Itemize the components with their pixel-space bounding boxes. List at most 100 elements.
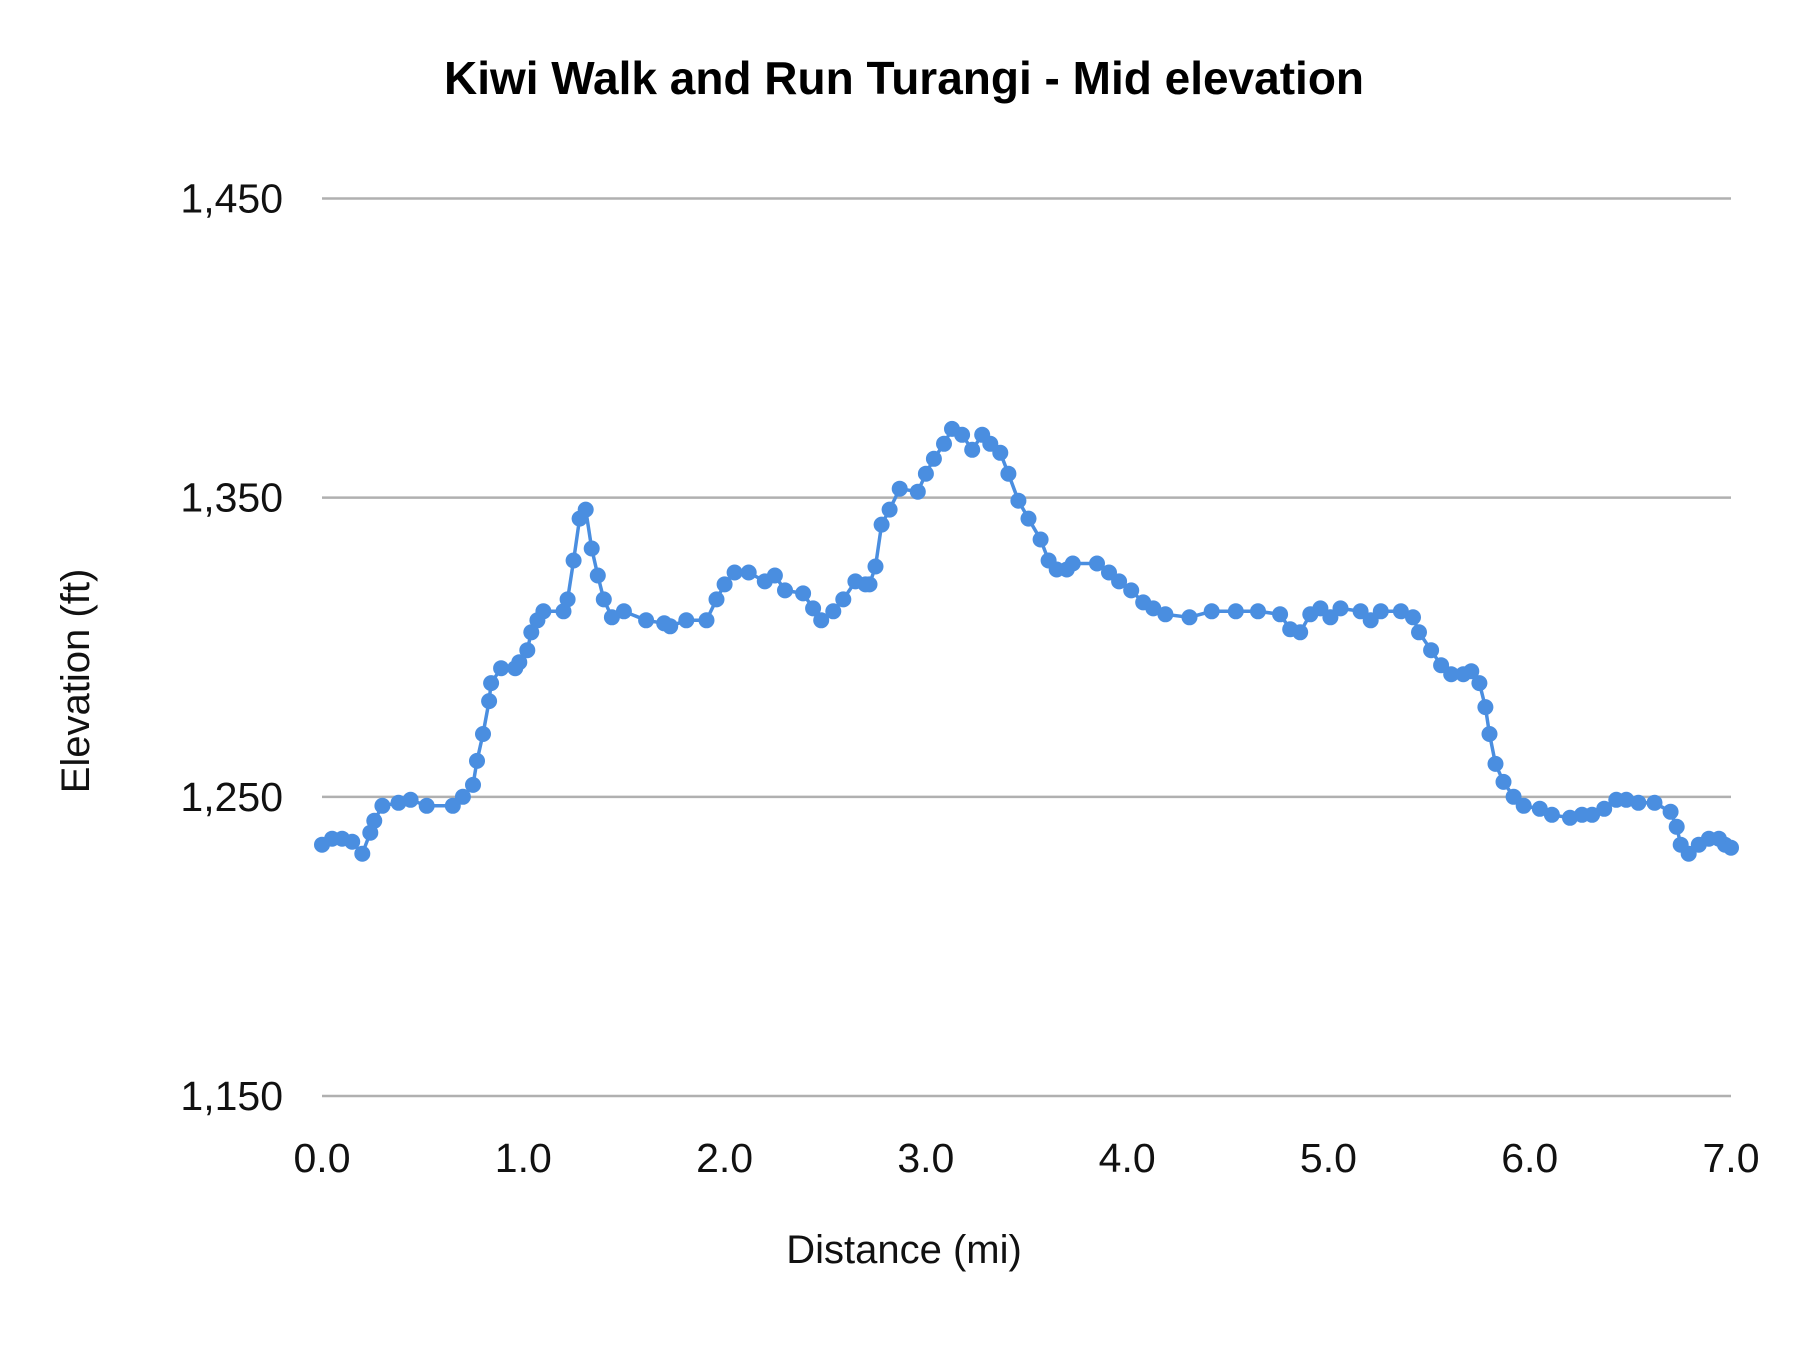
data-point xyxy=(698,612,715,629)
series-markers xyxy=(314,420,1739,862)
gridlines xyxy=(322,197,1731,1098)
data-point xyxy=(535,603,552,620)
data-point xyxy=(1203,603,1220,620)
data-point xyxy=(1543,806,1560,823)
data-point xyxy=(1630,794,1647,811)
data-point xyxy=(992,444,1009,461)
data-point xyxy=(589,567,606,584)
data-point xyxy=(954,426,971,443)
data-point xyxy=(1515,797,1532,814)
series-line xyxy=(321,426,1732,858)
data-point xyxy=(1495,773,1512,790)
data-point xyxy=(1662,803,1679,820)
data-point xyxy=(454,788,471,805)
data-point xyxy=(475,726,491,742)
data-point xyxy=(766,567,783,584)
data-point xyxy=(1584,806,1601,823)
data-point xyxy=(1392,603,1409,620)
x-tick-label: 1.0 xyxy=(495,1135,552,1181)
data-point xyxy=(1487,755,1504,772)
data-point xyxy=(1181,609,1198,626)
data-point xyxy=(469,752,485,769)
data-point xyxy=(366,812,383,829)
x-tick-label: 5.0 xyxy=(1300,1135,1357,1181)
data-point xyxy=(1123,582,1140,599)
data-point xyxy=(1010,492,1027,509)
data-point xyxy=(1723,839,1739,856)
data-point xyxy=(344,833,361,850)
x-axis-ticks: 0.0 1.0 2.0 3.0 4.0 5.0 6.0 7.0 xyxy=(294,1135,1760,1181)
data-point xyxy=(1032,531,1049,548)
data-point xyxy=(1292,624,1309,641)
data-point xyxy=(1089,555,1105,572)
data-point xyxy=(402,791,419,808)
data-point xyxy=(662,618,679,635)
data-point xyxy=(523,624,540,641)
data-point xyxy=(1157,606,1174,623)
data-point xyxy=(777,582,793,599)
x-axis-label: Distance (mi) xyxy=(786,1228,1022,1272)
data-point xyxy=(1250,603,1266,620)
data-point xyxy=(1423,642,1440,659)
data-point xyxy=(418,797,435,814)
y-axis-ticks: 1,150 1,250 1,350 1,450 xyxy=(180,176,283,1120)
y-tick-label: 1,450 xyxy=(180,176,283,222)
x-tick-label: 6.0 xyxy=(1501,1135,1558,1181)
x-tick-label: 2.0 xyxy=(696,1135,753,1181)
data-point xyxy=(1443,666,1460,683)
data-point xyxy=(813,612,830,629)
y-tick-label: 1,250 xyxy=(180,774,283,820)
data-point xyxy=(565,552,582,569)
data-point xyxy=(861,576,878,593)
data-point xyxy=(740,564,757,581)
data-point xyxy=(1562,809,1578,826)
data-point xyxy=(881,501,898,518)
data-point xyxy=(1618,791,1635,808)
data-point xyxy=(483,675,500,692)
data-point xyxy=(1463,663,1480,680)
data-point xyxy=(1272,606,1289,623)
data-point xyxy=(726,564,743,581)
data-point xyxy=(1145,600,1162,617)
data-point xyxy=(374,797,391,814)
data-point xyxy=(1332,600,1349,617)
x-tick-label: 7.0 xyxy=(1703,1135,1760,1181)
y-tick-label: 1,150 xyxy=(180,1073,283,1119)
data-point xyxy=(465,776,481,793)
data-point xyxy=(708,591,725,608)
data-point xyxy=(615,603,632,620)
data-point xyxy=(559,591,576,608)
data-point xyxy=(1668,818,1685,835)
data-point xyxy=(638,612,655,629)
data-point xyxy=(1227,603,1244,620)
data-point xyxy=(1372,603,1389,620)
data-point xyxy=(964,441,981,458)
data-point xyxy=(511,654,528,671)
data-point xyxy=(891,480,908,497)
y-tick-label: 1,350 xyxy=(180,475,283,521)
data-point xyxy=(1471,675,1488,692)
chart-title: Kiwi Walk and Run Turangi - Mid elevatio… xyxy=(444,52,1364,104)
data-point xyxy=(493,660,510,677)
data-point xyxy=(917,465,934,482)
data-point xyxy=(390,794,407,811)
y-axis-label: Elevation (ft) xyxy=(54,569,98,794)
data-point xyxy=(577,501,594,518)
data-point xyxy=(1481,726,1498,742)
data-point xyxy=(678,612,695,629)
data-point xyxy=(936,435,952,452)
x-tick-label: 3.0 xyxy=(897,1135,954,1181)
data-point xyxy=(603,609,620,626)
data-point xyxy=(867,558,884,575)
data-point xyxy=(519,642,536,659)
data-point xyxy=(354,845,371,862)
data-point xyxy=(1000,465,1017,482)
data-point xyxy=(835,591,852,608)
data-point xyxy=(595,591,612,608)
data-point xyxy=(1646,794,1663,811)
data-point xyxy=(583,540,600,557)
data-point xyxy=(925,450,942,467)
data-point xyxy=(1064,555,1081,572)
data-point xyxy=(1020,510,1037,527)
